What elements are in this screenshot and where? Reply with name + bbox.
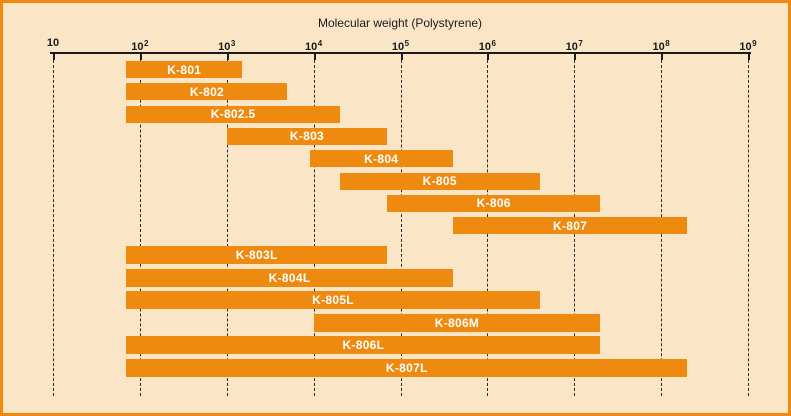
axis-tick-10e5 xyxy=(400,54,403,60)
chart-title: Molecular weight (Polystyrene) xyxy=(317,16,483,30)
bar-label: K-806M xyxy=(434,315,480,330)
gridline-10e9 xyxy=(748,60,749,396)
axis-tick-label-10e5: 105 xyxy=(391,39,410,53)
range-bar-k-803: K-803 xyxy=(226,127,388,145)
axis-tick-label-10e4: 104 xyxy=(305,39,323,53)
bar-label: K-802 xyxy=(189,84,225,99)
bar-label: K-806L xyxy=(342,338,385,352)
axis-tick-label-10e3: 103 xyxy=(218,39,236,53)
axis-tick-10e7 xyxy=(574,54,577,60)
axis-tick-10e1 xyxy=(53,54,55,60)
range-bar-k-805l: K-805L xyxy=(126,291,540,309)
bar-label: K-804L xyxy=(268,270,311,285)
range-bar-k-807: K-807 xyxy=(452,217,688,235)
bar-label: K-806 xyxy=(476,196,511,211)
axis-tick-10e4 xyxy=(313,54,316,60)
gridline-10e4 xyxy=(313,60,315,396)
axis-tick-label-10e9: 109 xyxy=(739,39,757,53)
axis-tick-10e2 xyxy=(139,54,142,60)
range-bar-k-801: K-801 xyxy=(126,61,242,78)
axis-tick-label-10e7: 107 xyxy=(565,39,583,53)
range-bar-k-806: K-806 xyxy=(387,194,601,212)
range-bar-k-803l: K-803L xyxy=(126,246,387,264)
axis-tick-10e6 xyxy=(487,54,490,60)
axis-tick-label-10e2: 102 xyxy=(131,39,149,53)
bar-label: K-804 xyxy=(364,151,399,166)
bar-label: K-805L xyxy=(312,293,354,307)
range-bar-k-804: K-804 xyxy=(309,150,453,168)
gridline-10e2 xyxy=(139,60,141,396)
gridline-10e3 xyxy=(226,60,228,396)
gridline-10e1 xyxy=(53,60,54,396)
range-bar-k-806m: K-806M xyxy=(313,313,601,332)
axis-tick-label-10e1: 10 xyxy=(46,37,60,49)
x-axis-line xyxy=(50,52,751,54)
range-bar-k-806l: K-806L xyxy=(126,336,601,354)
axis-tick-10e9 xyxy=(748,54,750,60)
range-bar-k-804l: K-804L xyxy=(126,268,453,287)
bar-label: K-801 xyxy=(167,62,202,77)
range-bar-k-807l: K-807L xyxy=(126,358,688,377)
bar-label: K-802.5 xyxy=(210,107,256,122)
axis-tick-10e3 xyxy=(226,54,229,60)
range-bar-k-802: K-802 xyxy=(126,83,288,101)
gridline-10e5 xyxy=(400,60,402,396)
bar-label: K-807 xyxy=(552,218,588,233)
axis-tick-label-10e6: 106 xyxy=(478,39,496,53)
bar-label: K-807L xyxy=(385,360,428,375)
range-bar-k-805: K-805 xyxy=(339,172,540,190)
bar-label: K-805 xyxy=(422,174,457,188)
bar-label: K-803 xyxy=(289,129,325,144)
axis-tick-label-10e8: 108 xyxy=(652,39,670,53)
range-bar-k-802.5: K-802.5 xyxy=(126,105,340,123)
bar-label: K-803L xyxy=(235,248,278,262)
axis-tick-10e8 xyxy=(661,54,664,60)
